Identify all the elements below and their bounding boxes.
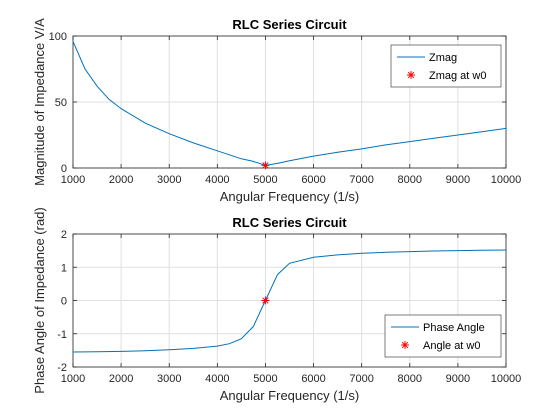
x-tick-label: 1000: [61, 174, 85, 186]
x-tick-label: 2000: [109, 174, 133, 186]
x-tick-label: 10000: [491, 373, 522, 385]
y-axis-label: Phase Angle of Impedance (rad): [32, 207, 47, 393]
legend: Zmag Zmag at w0: [390, 44, 502, 88]
marker-angle-at-w0: [261, 296, 270, 305]
legend-marker: [401, 341, 409, 349]
y-tick-label: 50: [55, 97, 67, 109]
x-axis-label: Angular Frequency (1/s): [220, 388, 359, 403]
y-tick-label: 1: [61, 262, 67, 274]
bottom-plot-phase: 1000 2000 3000 4000 5000 6000 7000 8000 9000 1000…: [32, 207, 521, 403]
chart-title: RLC Series Circuit: [232, 17, 347, 32]
marker-zmag-at-w0: [261, 161, 270, 170]
x-tick-label: 4000: [205, 373, 229, 385]
legend-entry: Phase Angle: [423, 322, 485, 334]
x-tick-label: 10000: [491, 174, 522, 186]
legend-entry: Zmag: [429, 52, 457, 64]
legend-marker: [407, 71, 415, 79]
y-tick-label: 100: [49, 31, 67, 43]
x-tick-label: 1000: [61, 373, 85, 385]
x-tick-label: 5000: [253, 373, 277, 385]
y-tick-label: -1: [57, 329, 67, 341]
y-tick-label: 0: [61, 163, 67, 175]
legend: Phase Angle Angle at w0: [384, 314, 502, 358]
x-tick-label: 7000: [349, 373, 373, 385]
x-tick-label: 9000: [446, 174, 470, 186]
x-axis-label: Angular Frequency (1/s): [220, 189, 359, 204]
y-tick-label: -2: [57, 362, 67, 374]
chart-title: RLC Series Circuit: [232, 215, 347, 230]
x-tick-label: 3000: [157, 174, 181, 186]
y-axis-label: Magnitude of Impedance V/A: [32, 18, 47, 186]
legend-box: [384, 314, 502, 358]
top-plot-magnitude: 1000 2000 3000 4000 5000 6000 7000 8000 9000 1000…: [32, 17, 521, 204]
x-tick-label: 6000: [301, 174, 325, 186]
x-tick-label: 3000: [157, 373, 181, 385]
x-tick-label: 4000: [205, 174, 229, 186]
x-tick-label: 2000: [109, 373, 133, 385]
x-tick-label: 7000: [349, 174, 373, 186]
series-line-phase-angle: [72, 249, 507, 353]
x-tick-label: 8000: [398, 373, 422, 385]
x-tick-label: 8000: [398, 174, 422, 186]
legend-box: [390, 44, 502, 88]
y-tick-label: 2: [61, 229, 67, 241]
x-tick-label: 6000: [301, 373, 325, 385]
y-tick-label: 0: [61, 296, 67, 308]
legend-entry: Angle at w0: [423, 340, 480, 352]
x-tick-label: 9000: [446, 373, 470, 385]
x-tick-label: 5000: [253, 174, 277, 186]
legend-entry: Zmag at w0: [429, 70, 486, 82]
